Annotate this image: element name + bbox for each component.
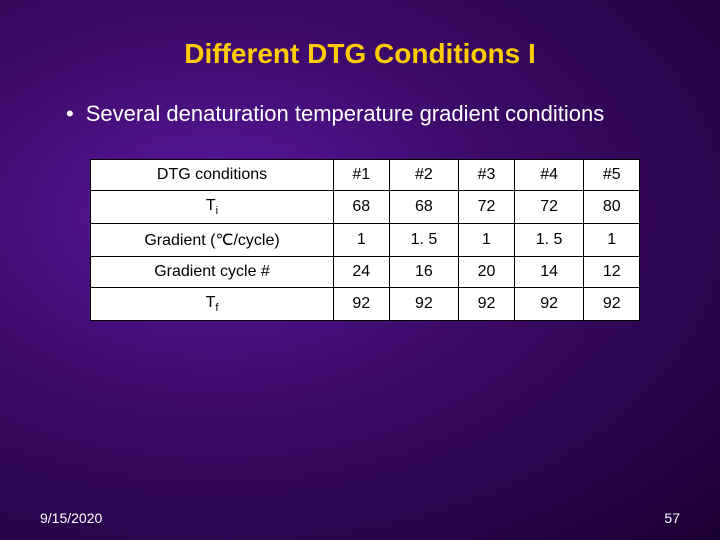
table-cell: 72 bbox=[514, 190, 584, 223]
table-cell: 68 bbox=[334, 190, 390, 223]
table-cell: 80 bbox=[584, 190, 640, 223]
col-header-label: DTG conditions bbox=[91, 159, 334, 190]
row-label: Gradient cycle # bbox=[91, 256, 334, 287]
table-row: Gradient cycle #2416201412 bbox=[91, 256, 640, 287]
table-cell: 92 bbox=[514, 287, 584, 320]
table-cell: 1 bbox=[584, 223, 640, 256]
row-label: Ti bbox=[91, 190, 334, 223]
table-cell: 12 bbox=[584, 256, 640, 287]
table-cell: 68 bbox=[389, 190, 459, 223]
content-area: • Several denaturation temperature gradi… bbox=[0, 100, 720, 321]
col-header-1: #1 bbox=[334, 159, 390, 190]
table-cell: 92 bbox=[334, 287, 390, 320]
table-cell: 14 bbox=[514, 256, 584, 287]
footer-page: 57 bbox=[664, 510, 680, 526]
table-cell: 16 bbox=[389, 256, 459, 287]
col-header-2: #2 bbox=[389, 159, 459, 190]
bullet-text: Several denaturation temperature gradien… bbox=[86, 100, 605, 129]
table-cell: 1 bbox=[334, 223, 390, 256]
table-cell: 92 bbox=[459, 287, 515, 320]
table-cell: 92 bbox=[389, 287, 459, 320]
dtg-table: DTG conditions #1 #2 #3 #4 #5 Ti68687272… bbox=[90, 159, 640, 321]
row-label: Gradient (℃/cycle) bbox=[91, 223, 334, 256]
col-header-4: #4 bbox=[514, 159, 584, 190]
table-container: DTG conditions #1 #2 #3 #4 #5 Ti68687272… bbox=[90, 159, 640, 321]
bullet-item: • Several denaturation temperature gradi… bbox=[70, 100, 660, 129]
table-cell: 1. 5 bbox=[389, 223, 459, 256]
table-cell: 24 bbox=[334, 256, 390, 287]
bullet-marker-icon: • bbox=[66, 100, 74, 129]
table-row: Gradient (℃/cycle)11. 511. 51 bbox=[91, 223, 640, 256]
table-cell: 20 bbox=[459, 256, 515, 287]
table-body: Ti6868727280Gradient (℃/cycle)11. 511. 5… bbox=[91, 190, 640, 320]
col-header-3: #3 bbox=[459, 159, 515, 190]
table-header-row: DTG conditions #1 #2 #3 #4 #5 bbox=[91, 159, 640, 190]
row-label: Tf bbox=[91, 287, 334, 320]
table-cell: 92 bbox=[584, 287, 640, 320]
table-row: Ti6868727280 bbox=[91, 190, 640, 223]
table-cell: 1. 5 bbox=[514, 223, 584, 256]
table-cell: 72 bbox=[459, 190, 515, 223]
footer: 9/15/2020 57 bbox=[0, 510, 720, 526]
footer-date: 9/15/2020 bbox=[40, 510, 102, 526]
slide-title: Different DTG Conditions I bbox=[0, 0, 720, 100]
table-cell: 1 bbox=[459, 223, 515, 256]
table-row: Tf9292929292 bbox=[91, 287, 640, 320]
col-header-5: #5 bbox=[584, 159, 640, 190]
